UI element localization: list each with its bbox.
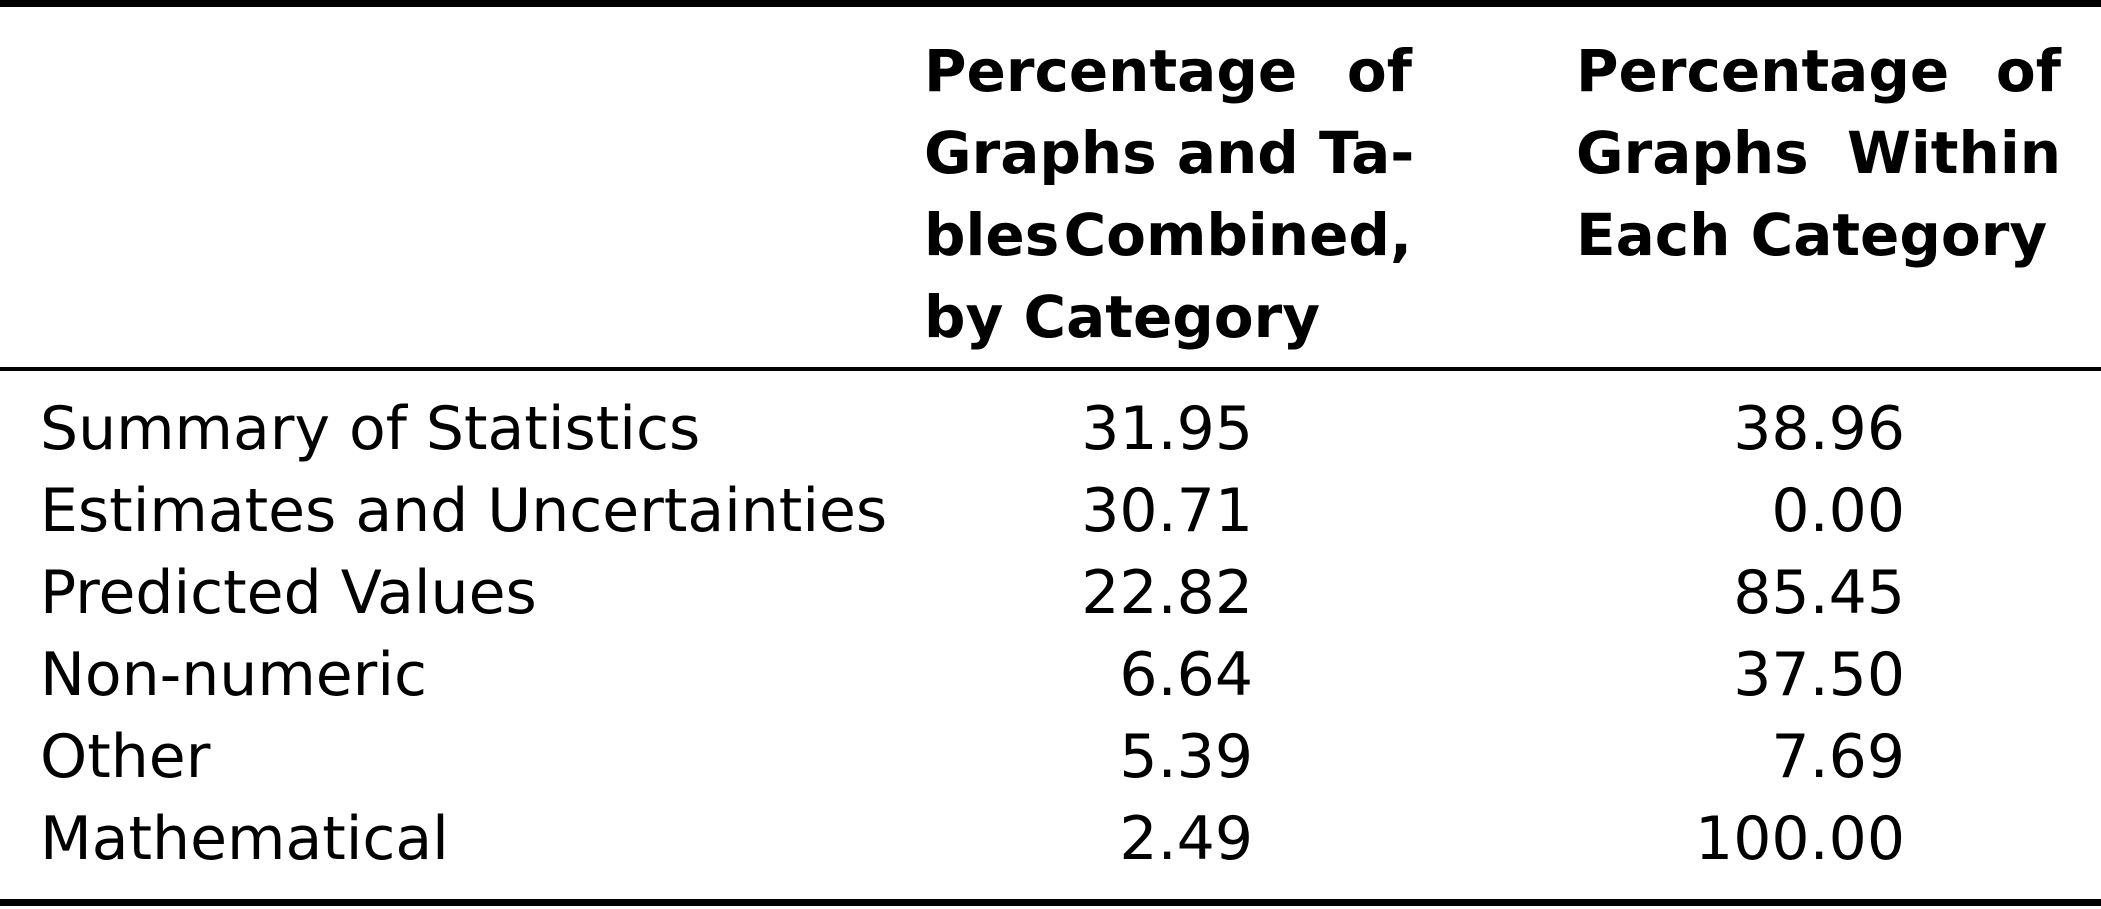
header-line: bles Combined, [924, 194, 1412, 276]
table-row: Estimates and Uncertainties 30.71 0.00 [0, 470, 2101, 552]
header-line: Percentage of [924, 30, 1412, 112]
row-category: Summary of Statistics [40, 394, 701, 464]
row-category: Non-numeric [40, 640, 428, 710]
header-word: Each Category [1576, 201, 2048, 269]
table-row: Mathematical 2.49 100.00 [0, 798, 2101, 880]
column-header-combined: Percentage of Graphs and Ta- bles Combin… [924, 30, 1415, 358]
bottom-rule [0, 899, 2101, 906]
row-combined-value: 22.82 [1081, 558, 1253, 628]
table-row: Non-numeric 6.64 37.50 [0, 634, 2101, 716]
header-word: of [1995, 37, 2061, 105]
header-word: Graphs [1576, 119, 1809, 187]
row-category: Mathematical [40, 804, 449, 874]
header-rule [0, 367, 2101, 371]
header-line: Graphs Within [1576, 112, 2061, 194]
row-category: Estimates and Uncertainties [40, 476, 888, 546]
header-word: of [1346, 37, 1412, 105]
row-combined-value: 30.71 [1081, 476, 1253, 546]
header-word: by Category [924, 283, 1321, 351]
row-category: Predicted Values [40, 558, 537, 628]
header-word: Percentage [924, 37, 1298, 105]
row-within-value: 100.00 [1695, 804, 1905, 874]
row-within-value: 37.50 [1733, 640, 1905, 710]
row-within-value: 38.96 [1733, 394, 1905, 464]
header-word: bles [924, 201, 1060, 269]
header-word: Percentage [1576, 37, 1950, 105]
table-row: Other 5.39 7.69 [0, 716, 2101, 798]
header-word: Combined, [1063, 201, 1412, 269]
row-combined-value: 6.64 [1119, 640, 1253, 710]
row-within-value: 7.69 [1771, 722, 1905, 792]
header-line: Each Category [1576, 194, 2061, 276]
header-line: by Category [924, 276, 1412, 358]
header-word: Within [1846, 119, 2061, 187]
row-combined-value: 5.39 [1119, 722, 1253, 792]
header-word: Graphs and Ta- [924, 119, 1415, 187]
row-category: Other [40, 722, 211, 792]
top-rule [0, 0, 2101, 7]
table-row: Summary of Statistics 31.95 38.96 [0, 388, 2101, 470]
row-combined-value: 31.95 [1081, 394, 1253, 464]
row-within-value: 0.00 [1771, 476, 1905, 546]
column-header-within: Percentage of Graphs Within Each Categor… [1576, 30, 2061, 276]
header-line: Graphs and Ta- [924, 112, 1415, 194]
header-line: Percentage of [1576, 30, 2061, 112]
row-within-value: 85.45 [1733, 558, 1905, 628]
table-row: Predicted Values 22.82 85.45 [0, 552, 2101, 634]
row-combined-value: 2.49 [1119, 804, 1253, 874]
